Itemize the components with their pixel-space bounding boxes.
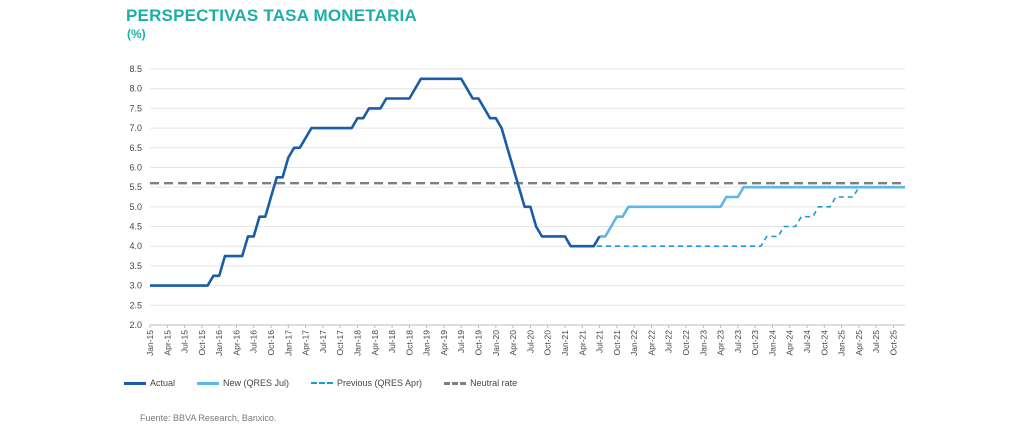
y-tick-label: 4.0 xyxy=(129,241,142,251)
x-tick-label: Apr-22 xyxy=(646,330,656,356)
y-tick-label: 4.5 xyxy=(129,222,142,232)
y-tick-label: 3.0 xyxy=(129,281,142,291)
x-tick-label: Apr-21 xyxy=(577,330,587,356)
x-tick-label: Oct-16 xyxy=(266,330,276,356)
x-tick-label: Jan-18 xyxy=(352,330,362,356)
x-tick-label: Jan-15 xyxy=(145,330,155,356)
legend-label-previous: Previous (QRES Apr) xyxy=(337,378,423,388)
chart-unit-label: (%) xyxy=(127,27,146,41)
x-tick-label: Apr-25 xyxy=(854,330,864,356)
y-tick-label: 6.5 xyxy=(129,143,142,153)
source-note: Fuente: BBVA Research, Banxico. xyxy=(140,413,277,423)
x-tick-label: Apr-24 xyxy=(785,330,795,356)
x-tick-label: Oct-25 xyxy=(888,330,898,356)
series-line-previous xyxy=(588,186,905,247)
y-tick-label: 2.5 xyxy=(129,300,142,310)
chart-series xyxy=(150,77,905,287)
legend-item-new: New (QRES Jul) xyxy=(197,378,289,388)
y-tick-label: 8.5 xyxy=(129,64,142,74)
chart-legend: Actual New (QRES Jul) Previous (QRES Apr… xyxy=(124,378,539,388)
series-line-actual xyxy=(150,77,601,287)
y-axis-tick-labels: 2.0 2.5 3.0 3.5 4.0 4.5 5.0 5.5 6.0 6.5 7.0 7.5 8.0 8… xyxy=(129,64,142,330)
y-tick-label: 5.5 xyxy=(129,182,142,192)
x-tick-label: Jan-16 xyxy=(214,330,224,356)
x-tick-label: Jul-17 xyxy=(318,330,328,353)
legend-swatch-actual xyxy=(124,381,146,385)
x-tick-label: Oct-15 xyxy=(197,330,207,356)
y-tick-label: 7.0 xyxy=(129,123,142,133)
x-tick-label: Jan-17 xyxy=(283,330,293,356)
legend-label-neutral: Neutral rate xyxy=(470,378,518,388)
x-tick-label: Jul-19 xyxy=(456,330,466,353)
x-tick-label: Jul-24 xyxy=(802,330,812,353)
x-tick-label: Jan-19 xyxy=(422,330,432,356)
y-tick-label: 8.0 xyxy=(129,84,142,94)
x-tick-label: Jan-23 xyxy=(698,330,708,356)
legend-label-new: New (QRES Jul) xyxy=(223,378,290,388)
x-tick-label: Jul-22 xyxy=(664,330,674,353)
x-tick-label: Apr-18 xyxy=(370,330,380,356)
y-tick-label: 3.5 xyxy=(129,261,142,271)
x-tick-label: Apr-15 xyxy=(162,330,172,356)
x-tick-label: Apr-16 xyxy=(231,330,241,356)
chart-title: PERSPECTIVAS TASA MONETARIA xyxy=(126,6,417,25)
y-tick-label: 6.0 xyxy=(129,162,142,172)
series-line-new xyxy=(599,185,905,238)
x-tick-label: Apr-23 xyxy=(716,330,726,356)
x-tick-label: Oct-23 xyxy=(750,330,760,356)
x-tick-label: Oct-17 xyxy=(335,330,345,356)
x-tick-label: Oct-22 xyxy=(681,330,691,356)
legend-swatch-new xyxy=(197,381,220,385)
legend-item-neutral: Neutral rate xyxy=(444,378,517,388)
y-tick-label: 7.5 xyxy=(129,103,142,113)
x-tick-label: Jul-23 xyxy=(733,330,743,353)
chart-grid xyxy=(150,68,905,326)
x-tick-label: Jul-15 xyxy=(180,330,190,353)
x-tick-label: Oct-24 xyxy=(819,330,829,356)
x-tick-label: Jan-24 xyxy=(767,330,777,356)
x-tick-label: Oct-18 xyxy=(404,330,414,356)
x-tick-label: Jul-21 xyxy=(595,330,605,353)
x-tick-label: Jul-16 xyxy=(249,330,259,353)
x-tick-label: Oct-20 xyxy=(543,330,553,356)
y-tick-label: 2.0 xyxy=(129,320,142,330)
x-tick-label: Apr-19 xyxy=(439,330,449,356)
x-tick-label: Jul-25 xyxy=(871,330,881,353)
x-tick-label: Apr-20 xyxy=(508,330,518,356)
legend-swatch-previous xyxy=(311,382,334,384)
x-axis-tick-labels: Jan-15 Apr-15 Jul-15 Oct-15 Jan-16 Apr-16 Jul-… xyxy=(145,325,898,356)
x-tick-label: Jan-20 xyxy=(491,330,501,356)
x-tick-label: Jan-22 xyxy=(629,330,639,356)
x-tick-label: Jul-18 xyxy=(387,330,397,353)
legend-label-actual: Actual xyxy=(150,378,176,388)
legend-swatch-neutral xyxy=(444,381,467,385)
x-tick-label: Jan-25 xyxy=(837,330,847,356)
x-tick-label: Oct-19 xyxy=(474,330,484,356)
x-tick-label: Jan-21 xyxy=(560,330,570,356)
legend-item-previous: Previous (QRES Apr) xyxy=(311,378,422,388)
legend-item-actual: Actual xyxy=(124,378,175,388)
y-tick-label: 5.0 xyxy=(129,202,142,212)
x-tick-label: Jul-20 xyxy=(525,330,535,353)
x-tick-label: Apr-17 xyxy=(301,330,311,356)
x-tick-label: Oct-21 xyxy=(612,330,622,356)
